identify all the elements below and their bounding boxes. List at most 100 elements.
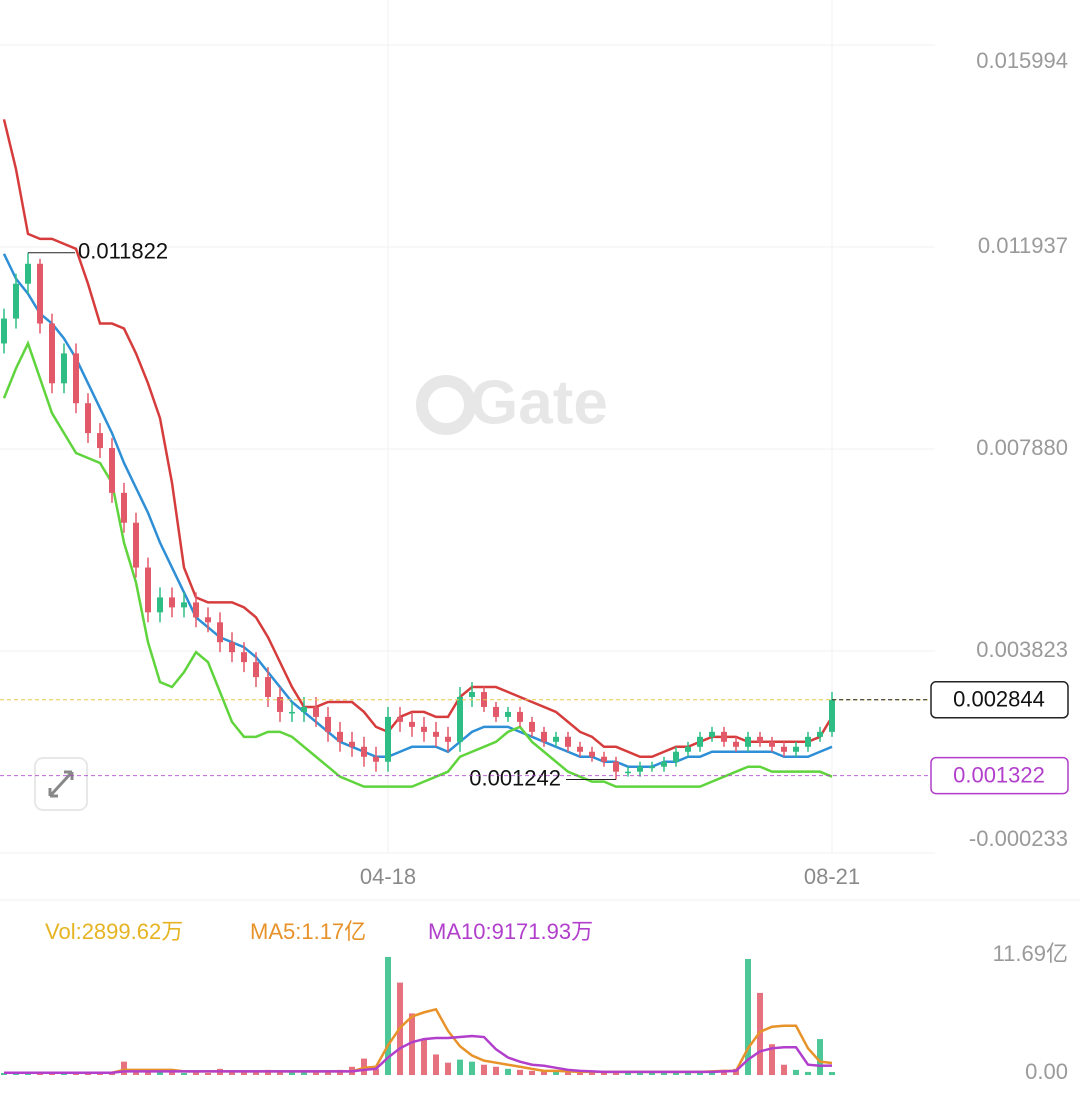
candle-body xyxy=(433,731,439,737)
candle-body xyxy=(1,318,7,344)
candle-body xyxy=(505,711,511,717)
candle-body xyxy=(397,716,403,722)
volume-bar xyxy=(625,1072,631,1075)
candle-body xyxy=(613,761,619,772)
x-tick-label: 04-18 xyxy=(360,864,416,889)
volume-bar xyxy=(457,1059,463,1075)
volume-tick-label: 0.00 xyxy=(1025,1059,1068,1084)
candle-body xyxy=(805,736,811,747)
volume-bar xyxy=(181,1072,187,1075)
candle-body xyxy=(73,353,79,404)
candle-body xyxy=(241,652,247,663)
volume-bar xyxy=(637,1072,643,1075)
candle-body xyxy=(409,721,415,727)
volume-bar xyxy=(553,1071,559,1075)
candle-body xyxy=(721,731,727,742)
band-line xyxy=(2,340,833,788)
volume-bar xyxy=(613,1071,619,1075)
candle-body xyxy=(181,602,187,608)
band-line xyxy=(2,253,833,768)
candle-body xyxy=(301,706,307,712)
volume-tick-label: 11.69亿 xyxy=(993,941,1068,966)
expand-button[interactable] xyxy=(34,757,88,811)
candle-body xyxy=(493,706,499,717)
volume-bar xyxy=(229,1070,235,1075)
watermark-text: Gate xyxy=(470,368,608,437)
low-marker-label: 0.001242 xyxy=(469,765,561,790)
high-marker-label: 0.011822 xyxy=(78,239,168,264)
volume-bar xyxy=(133,1070,139,1075)
volume-bar xyxy=(745,959,751,1075)
candle-body xyxy=(349,741,355,747)
candles xyxy=(1,252,835,780)
candle-body xyxy=(313,706,319,717)
volume-bar xyxy=(385,956,391,1075)
candle-body xyxy=(421,726,427,732)
volume-bar xyxy=(793,1069,799,1075)
volume-legend: Vol:2899.62万 xyxy=(45,919,183,944)
volume-bar xyxy=(649,1072,655,1075)
candle-body xyxy=(625,771,631,774)
volume-bar xyxy=(781,1064,787,1075)
candle-body xyxy=(793,746,799,752)
current-price-box xyxy=(930,681,1069,719)
volume-bar xyxy=(373,1068,379,1075)
candle-body xyxy=(457,696,463,742)
candle-body xyxy=(217,622,223,643)
candle-body xyxy=(529,721,535,732)
volume-ma-line xyxy=(4,1034,833,1074)
candle-body xyxy=(673,751,679,762)
candle-body xyxy=(121,492,127,523)
price-line-box xyxy=(930,756,1069,795)
candle-body xyxy=(25,263,31,284)
candle-body xyxy=(781,746,787,752)
volume-bar xyxy=(661,1072,667,1075)
candle-body xyxy=(109,448,115,493)
volume-bar xyxy=(541,1070,547,1075)
expand-icon[interactable] xyxy=(48,770,74,798)
candle-body xyxy=(829,699,835,732)
volume-legend: MA5:1.17亿 xyxy=(250,919,366,944)
volume-bar xyxy=(313,1070,319,1075)
candle-body xyxy=(169,597,175,608)
volume-bar xyxy=(685,1071,691,1075)
candle-body xyxy=(445,736,451,742)
candle-body xyxy=(133,522,139,568)
candle-body xyxy=(469,692,475,697)
candle-body xyxy=(157,597,163,613)
candle-body xyxy=(769,741,775,747)
volume-bar xyxy=(253,1071,259,1075)
candle-body xyxy=(709,731,715,737)
candle-body xyxy=(373,756,379,762)
volume-bar xyxy=(805,1071,811,1075)
candle-body xyxy=(541,731,547,742)
candle-body xyxy=(229,642,235,653)
candle-body xyxy=(37,263,43,324)
candle-body xyxy=(253,662,259,678)
y-tick-label: -0.000233 xyxy=(969,826,1068,851)
candle-body xyxy=(817,731,823,737)
candle-body xyxy=(517,711,523,722)
candle-body xyxy=(337,731,343,742)
candle-body xyxy=(361,746,367,757)
candle-body xyxy=(685,746,691,752)
volume-bar xyxy=(421,1039,427,1075)
candle-body xyxy=(97,433,103,449)
candle-body xyxy=(205,617,211,623)
volume-bar xyxy=(673,1071,679,1075)
candle-body xyxy=(637,766,643,772)
candle-body xyxy=(649,766,655,769)
candle-body xyxy=(13,283,19,319)
candle-body xyxy=(757,736,763,742)
candle-body xyxy=(745,736,751,747)
watermark-logo xyxy=(416,375,476,435)
candle-body xyxy=(145,567,151,613)
volume-bar xyxy=(493,1066,499,1075)
volume-bar xyxy=(193,1071,199,1075)
volume-bar xyxy=(241,1071,247,1075)
volume-bar xyxy=(169,1071,175,1075)
volume-bar xyxy=(277,1070,283,1075)
y-tick-label: 0.011937 xyxy=(978,233,1068,258)
